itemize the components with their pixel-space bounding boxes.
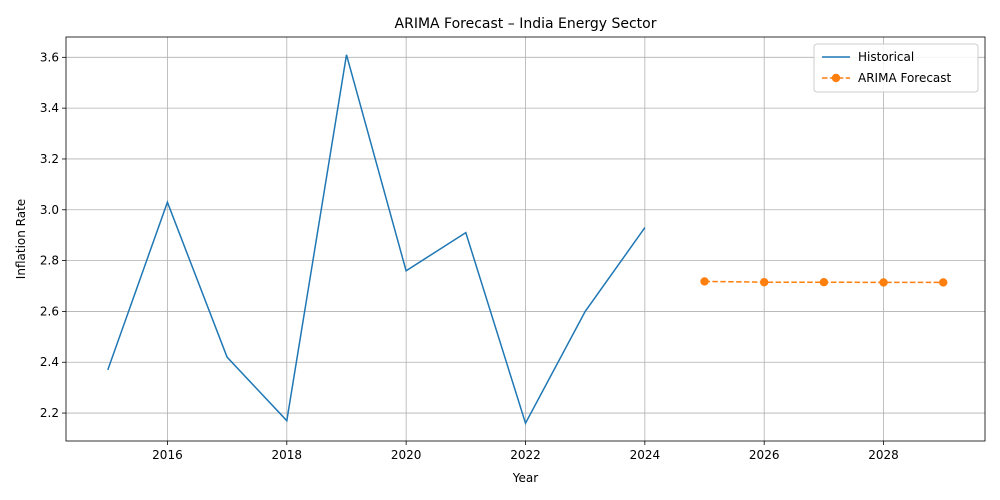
x-tick-label: 2018 (272, 448, 303, 462)
y-tick-label: 2.2 (40, 406, 59, 420)
x-tick-label: 2020 (391, 448, 422, 462)
historical-series-line (107, 54, 646, 426)
legend-box (813, 43, 979, 93)
y-tick-label: 3.2 (40, 152, 59, 166)
x-tick-label: 2016 (152, 448, 183, 462)
series-layer (107, 54, 948, 426)
forecast-point (819, 277, 829, 287)
forecast-point (760, 277, 769, 287)
y-tick-label: 2.4 (40, 355, 59, 369)
y-tick-label: 3.0 (40, 203, 59, 217)
forecast-point (939, 278, 948, 287)
chart-title: ARIMA Forecast – India Energy Sector (395, 16, 657, 32)
grid-lines (66, 37, 985, 441)
x-tick-label: 2026 (749, 448, 780, 462)
legend-entry-label: Historical (858, 50, 914, 64)
axis-ticks: 2016 2018 2020 2022 2024 2026 2028 2.2 2.4 2.6 2.8… (40, 50, 899, 462)
legend-entry-label: ARIMA Forecast (858, 71, 952, 85)
x-axis-label: Year (512, 471, 538, 485)
forecast-point (700, 277, 709, 286)
y-axis-label: Inflation Rate (14, 199, 28, 279)
x-tick-label: 2022 (510, 448, 541, 462)
legend: Historical ARIMA Forecast (813, 43, 979, 93)
forecast-point (879, 278, 888, 287)
legend-marker (831, 73, 841, 83)
y-tick-label: 3.6 (40, 50, 59, 64)
x-tick-label: 2024 (630, 448, 661, 462)
y-tick-label: 3.4 (40, 101, 59, 115)
y-tick-label: 2.6 (40, 304, 59, 318)
y-tick-label: 2.8 (40, 254, 59, 268)
x-tick-label: 2028 (868, 448, 899, 462)
